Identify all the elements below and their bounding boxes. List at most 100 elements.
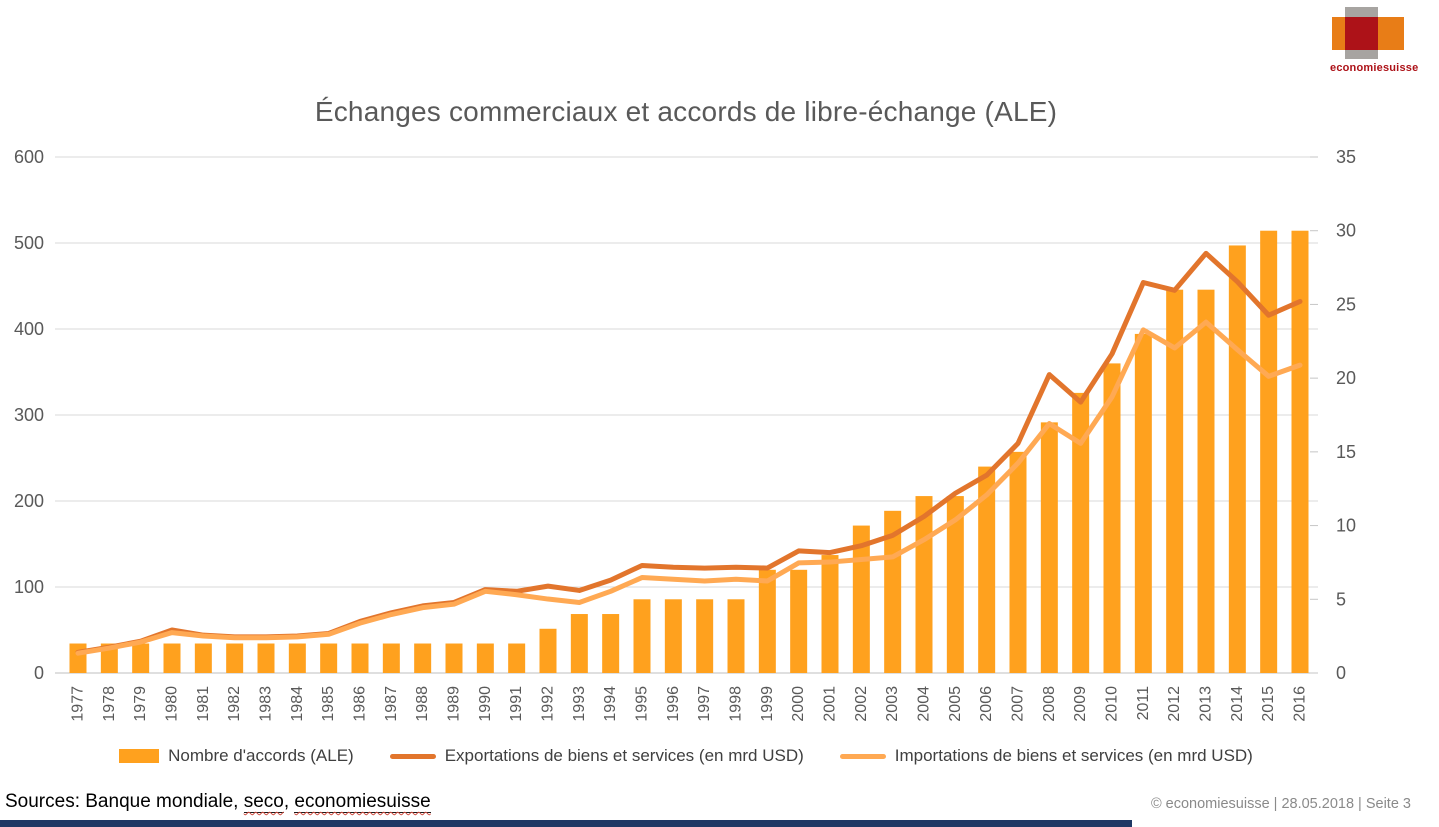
sources-text: ,: [283, 791, 295, 812]
year-label-2012: 2012: [1166, 686, 1183, 722]
year-label-1983: 1983: [258, 686, 275, 722]
right-axis-label-15: 15: [1336, 442, 1356, 462]
left-axis-label-400: 400: [14, 319, 44, 339]
legend-imports-line-swatch: [839, 753, 886, 759]
year-label-1990: 1990: [477, 686, 494, 722]
bar-2012: [1166, 289, 1184, 673]
year-label-1999: 1999: [759, 686, 776, 722]
source-link-economiesuisse[interactable]: economiesuisse: [294, 791, 431, 813]
year-label-2011: 2011: [1135, 686, 1152, 721]
bar-1982: [226, 643, 244, 673]
bar-1995: [633, 599, 651, 673]
chart-title: Échanges commerciaux et accords de libre…: [314, 96, 1058, 127]
year-label-1993: 1993: [571, 686, 588, 722]
bar-2009: [1072, 392, 1090, 673]
right-axis-label-35: 35: [1336, 147, 1356, 167]
year-label-2005: 2005: [947, 686, 964, 722]
year-label-2007: 2007: [1010, 686, 1027, 722]
legend-label: Importations de biens et services (en mr…: [894, 746, 1253, 765]
bar-1981: [194, 643, 212, 673]
year-label-1988: 1988: [414, 686, 431, 722]
bar-2011: [1134, 333, 1152, 673]
year-label-1989: 1989: [446, 686, 463, 722]
bar-1991: [508, 643, 526, 673]
sources-text: Sources: Banque mondiale,: [5, 791, 244, 812]
left-axis-label-200: 200: [14, 491, 44, 511]
bar-1989: [445, 643, 463, 673]
economiesuisse-logo: economiesuisse: [1330, 5, 1419, 77]
year-label-1997: 1997: [696, 686, 713, 722]
year-label-2000: 2000: [790, 686, 807, 722]
year-label-2004: 2004: [916, 686, 933, 722]
legend-exports-line-swatch: [389, 753, 436, 759]
right-axis-label-10: 10: [1336, 516, 1356, 536]
bar-1993: [570, 614, 588, 673]
year-label-1986: 1986: [352, 686, 369, 722]
bar-1998: [727, 599, 745, 673]
legend-item-exportations: Exportations de biens et services (en mr…: [389, 746, 804, 766]
bar-2008: [1040, 422, 1058, 673]
year-label-1980: 1980: [164, 686, 181, 722]
year-label-1992: 1992: [540, 686, 557, 722]
bar-1979: [132, 643, 150, 673]
bar-1996: [664, 599, 682, 673]
left-axis-label-600: 600: [14, 147, 44, 167]
bar-2000: [790, 569, 808, 673]
right-axis-label-5: 5: [1336, 589, 1346, 609]
legend-label: Exportations de biens et services (en mr…: [444, 746, 804, 765]
year-label-1981: 1981: [195, 686, 212, 722]
source-link-seco[interactable]: seco: [243, 791, 284, 813]
year-label-2014: 2014: [1229, 686, 1246, 722]
legend-item-accords: Nombre d'accords (ALE): [119, 746, 354, 766]
bar-1994: [602, 614, 620, 673]
year-label-1978: 1978: [101, 686, 118, 722]
year-label-1977: 1977: [70, 686, 87, 722]
bar-2006: [978, 466, 996, 673]
year-label-1996: 1996: [665, 686, 682, 722]
legend-label: Nombre d'accords (ALE): [168, 746, 354, 765]
bar-1985: [320, 643, 338, 673]
year-label-2001: 2001: [822, 686, 839, 722]
legend-item-importations: Importations de biens et services (en mr…: [839, 746, 1253, 766]
year-label-1991: 1991: [508, 686, 525, 722]
year-label-2016: 2016: [1292, 686, 1309, 722]
bar-2014: [1228, 245, 1246, 673]
bar-2002: [852, 525, 870, 673]
bar-1986: [351, 643, 369, 673]
bar-1983: [257, 643, 275, 673]
year-label-2010: 2010: [1104, 686, 1121, 722]
year-label-1985: 1985: [320, 686, 337, 722]
right-axis-label-0: 0: [1336, 663, 1346, 683]
year-label-1995: 1995: [634, 686, 651, 722]
year-label-2013: 2013: [1198, 686, 1215, 722]
bottom-accent-bar: [0, 820, 1132, 827]
year-label-2009: 2009: [1072, 686, 1089, 722]
bar-2005: [946, 496, 964, 673]
year-label-1984: 1984: [289, 686, 306, 722]
bar-2003: [884, 510, 902, 673]
bar-2010: [1103, 363, 1121, 673]
left-axis-label-0: 0: [34, 663, 44, 683]
year-label-1979: 1979: [132, 686, 149, 722]
bar-1987: [382, 643, 400, 673]
year-label-1994: 1994: [602, 686, 619, 722]
bar-2016: [1291, 230, 1309, 673]
left-axis-label-500: 500: [14, 233, 44, 253]
bar-1977: [69, 643, 87, 673]
year-label-2002: 2002: [853, 686, 870, 722]
year-label-2006: 2006: [978, 686, 995, 722]
bar-1980: [163, 643, 181, 673]
bar-1984: [288, 643, 306, 673]
left-axis-label-300: 300: [14, 405, 44, 425]
bar-2001: [821, 555, 839, 673]
slide-footer: © economiesuisse | 28.05.2018 | Seite 3: [1150, 796, 1411, 812]
bar-2013: [1197, 289, 1215, 673]
logo-red-square: [1345, 17, 1378, 50]
year-label-2008: 2008: [1041, 686, 1058, 722]
bar-1992: [539, 628, 557, 673]
year-label-2015: 2015: [1260, 686, 1277, 722]
logo-wordmark: economiesuisse: [1330, 62, 1419, 74]
bar-2007: [1009, 451, 1027, 673]
